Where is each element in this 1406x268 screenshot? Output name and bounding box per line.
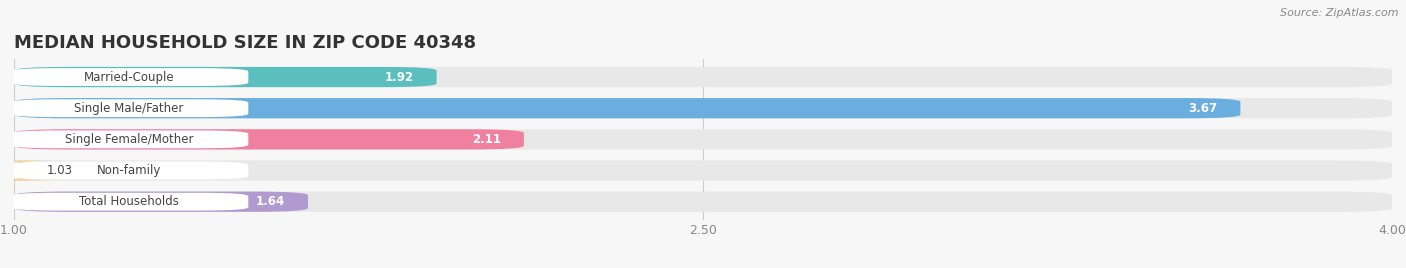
Text: 1.64: 1.64 xyxy=(256,195,285,208)
Text: MEDIAN HOUSEHOLD SIZE IN ZIP CODE 40348: MEDIAN HOUSEHOLD SIZE IN ZIP CODE 40348 xyxy=(14,34,477,52)
Text: Single Female/Mother: Single Female/Mother xyxy=(65,133,193,146)
FancyBboxPatch shape xyxy=(14,67,437,87)
FancyBboxPatch shape xyxy=(10,193,249,211)
Text: Married-Couple: Married-Couple xyxy=(83,70,174,84)
FancyBboxPatch shape xyxy=(14,98,1392,118)
Text: Non-family: Non-family xyxy=(97,164,162,177)
FancyBboxPatch shape xyxy=(0,160,69,181)
FancyBboxPatch shape xyxy=(14,98,1240,118)
Text: 1.03: 1.03 xyxy=(46,164,72,177)
Text: 1.92: 1.92 xyxy=(384,70,413,84)
FancyBboxPatch shape xyxy=(14,160,1392,181)
FancyBboxPatch shape xyxy=(14,129,524,150)
FancyBboxPatch shape xyxy=(14,192,308,212)
Text: Source: ZipAtlas.com: Source: ZipAtlas.com xyxy=(1281,8,1399,18)
FancyBboxPatch shape xyxy=(14,129,1392,150)
Text: Single Male/Father: Single Male/Father xyxy=(75,102,184,115)
FancyBboxPatch shape xyxy=(10,99,249,117)
Text: Total Households: Total Households xyxy=(79,195,179,208)
FancyBboxPatch shape xyxy=(10,68,249,86)
FancyBboxPatch shape xyxy=(14,192,1392,212)
FancyBboxPatch shape xyxy=(14,67,1392,87)
Text: 2.11: 2.11 xyxy=(472,133,501,146)
FancyBboxPatch shape xyxy=(10,162,249,180)
FancyBboxPatch shape xyxy=(10,131,249,148)
Text: 3.67: 3.67 xyxy=(1188,102,1218,115)
